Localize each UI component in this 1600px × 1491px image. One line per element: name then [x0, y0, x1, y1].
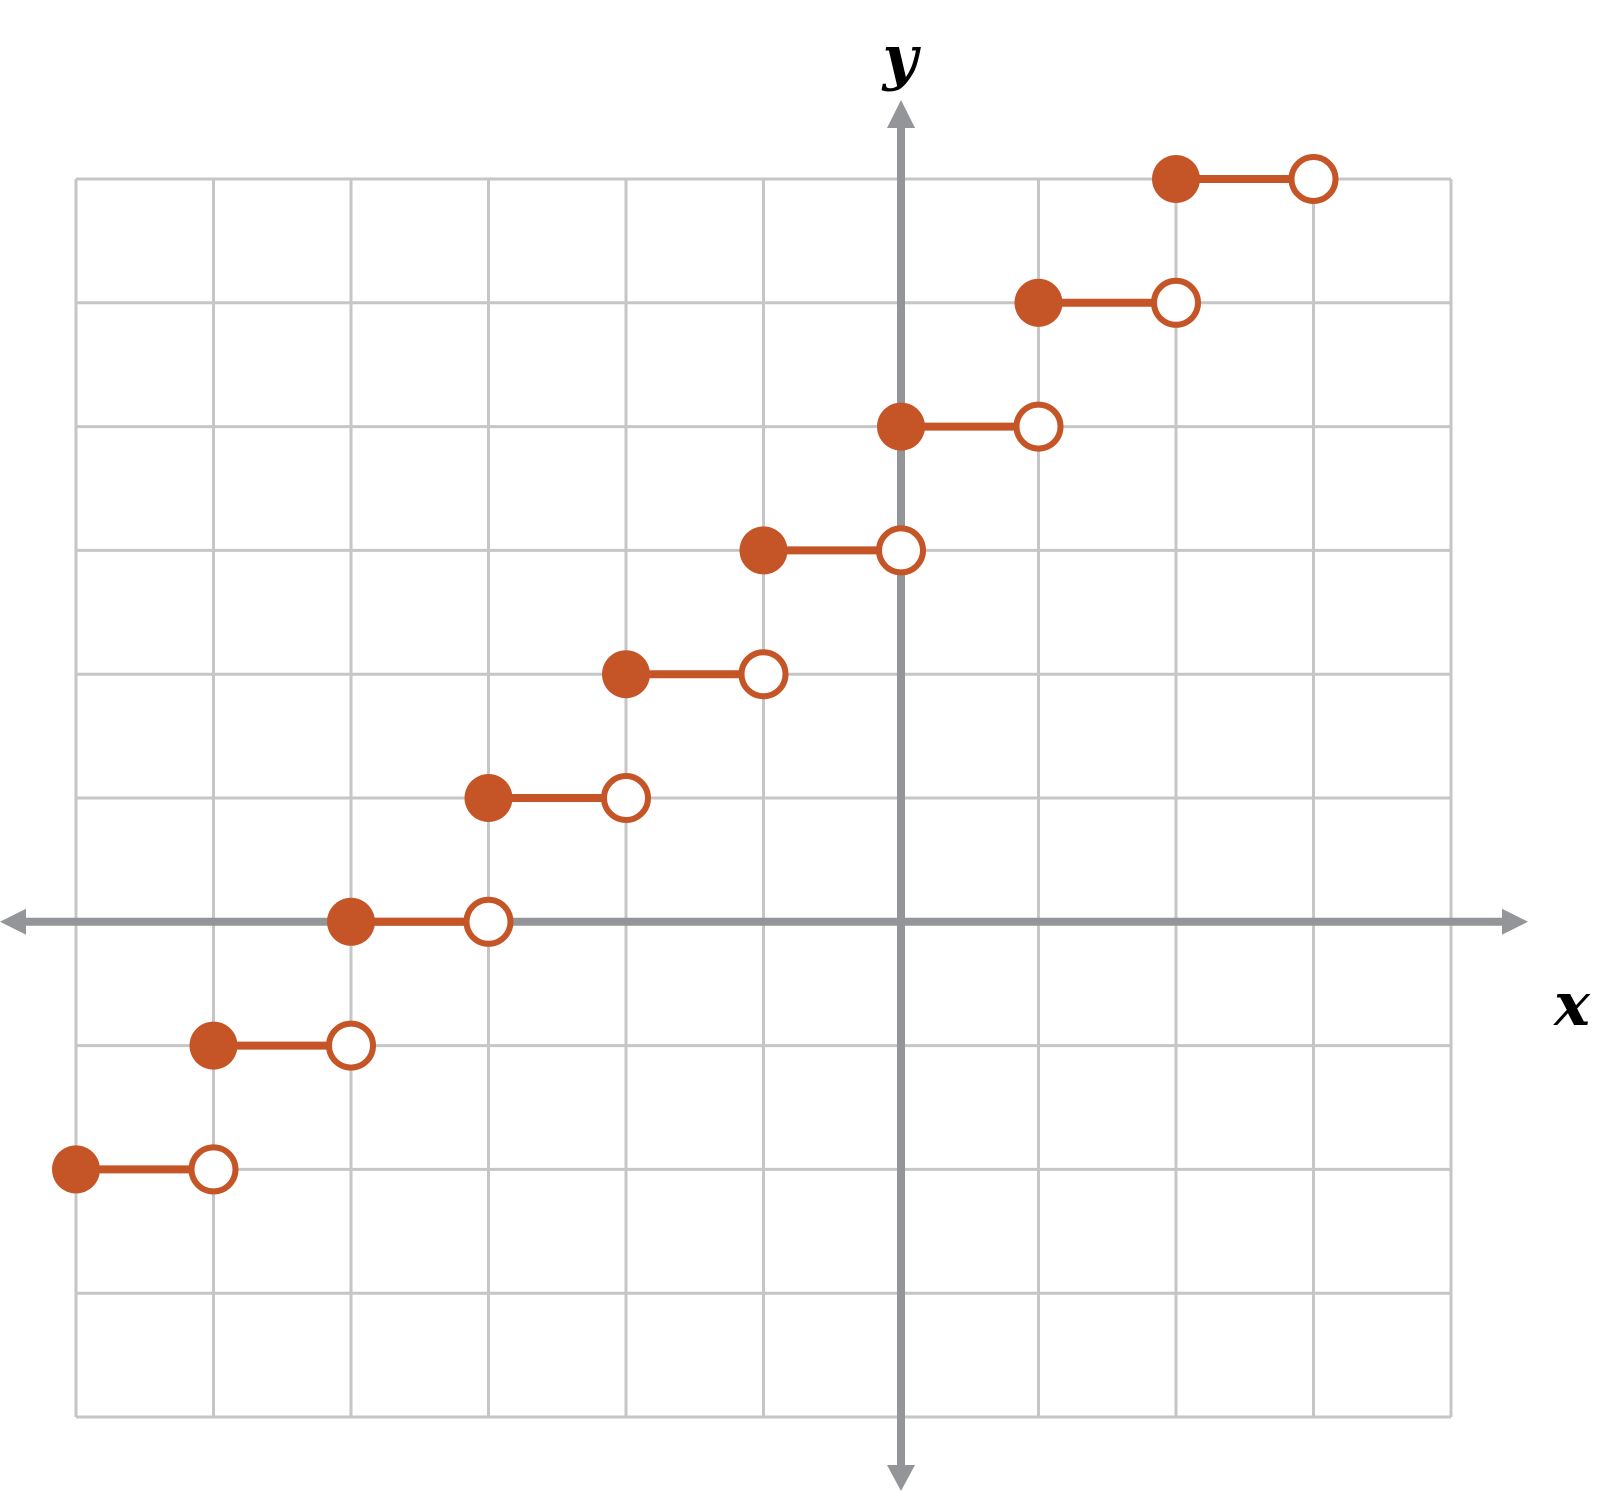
closed-endpoint: [602, 650, 650, 699]
x-axis-right-arrow-icon: [1502, 908, 1528, 935]
open-endpoint: [1288, 154, 1339, 204]
open-endpoint: [188, 1144, 239, 1195]
step-series: [52, 154, 1339, 1195]
open-endpoint: [738, 649, 789, 700]
closed-endpoint: [1014, 278, 1063, 327]
axes: [0, 100, 1528, 1491]
open-endpoint: [463, 896, 514, 947]
y-axis-up-arrow-icon: [887, 100, 915, 128]
closed-endpoint: [1152, 155, 1200, 203]
open-endpoint: [1013, 401, 1064, 452]
x-axis-label: x: [1552, 970, 1591, 1040]
open-endpoint: [876, 525, 926, 576]
grid: [74, 177, 1453, 1419]
closed-endpoint: [327, 897, 375, 946]
open-endpoint: [326, 1020, 376, 1071]
closed-endpoint: [739, 526, 788, 575]
x-axis-left-arrow-icon: [0, 908, 26, 935]
closed-endpoint: [877, 402, 925, 451]
closed-endpoint: [189, 1021, 238, 1070]
closed-endpoint: [464, 774, 513, 822]
open-endpoint: [601, 773, 651, 823]
y-axis-down-arrow-icon: [887, 1465, 915, 1491]
closed-endpoint: [52, 1145, 100, 1194]
open-endpoint: [1151, 277, 1201, 328]
y-axis-label: y: [881, 23, 922, 93]
